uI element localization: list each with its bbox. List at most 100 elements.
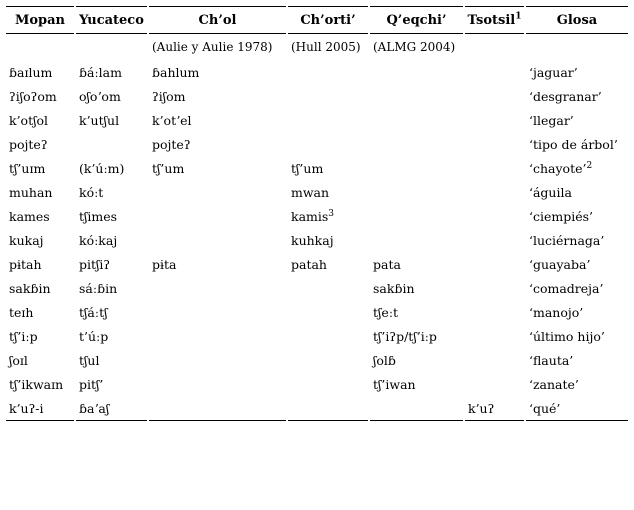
table-cell: mwan (288, 180, 368, 204)
source-cell: (Hull 2005) (291, 40, 361, 54)
sources-row: (Aulie y Aulie 1978) (Hull 2005) (ALMG 2… (6, 34, 628, 60)
table-cell: kóːt (76, 180, 147, 204)
footnote-marker: 3 (328, 208, 335, 219)
table-cell (465, 180, 524, 204)
cell-text: pata (373, 256, 401, 272)
cell-text: ‘flauta’ (529, 352, 574, 368)
table-cell: ‘zanate’ (526, 372, 628, 396)
table-row: tʃ’iːp t’úːp tʃ’iʔp/tʃ’iːp ‘último hijo’ (6, 324, 628, 348)
cell-text: mwan (291, 184, 330, 200)
table-cell: kamis3 (288, 204, 368, 228)
cognates-table: Mopan Yucateco Ch’ol Ch’orti’ Q’eqchi’ T… (4, 6, 630, 421)
table-row: k’uʔ-i ɓaʼaʃ k’uʔ ‘qué’ (6, 396, 628, 421)
table-cell: teɪh (6, 300, 74, 324)
table-cell: kukaj (6, 228, 74, 252)
table-cell: ‘qué’ (526, 396, 628, 421)
table-cell (370, 396, 463, 421)
cell-text: k’utʃul (79, 112, 120, 128)
table-cell (465, 228, 524, 252)
cell-text: ‘último hijo’ (529, 328, 605, 344)
cell-text: tʃ’iwan (373, 376, 416, 392)
cell-text: k’uʔ (468, 400, 495, 416)
cell-text: ‘desgranar’ (529, 88, 602, 104)
table-cell: pitʃ’ (76, 372, 147, 396)
table-cell: ʃoɪl (6, 348, 74, 372)
source-cell (6, 34, 74, 60)
col-header-glosa: Glosa (526, 6, 628, 34)
table-cell: tʃ’um (149, 156, 286, 180)
table-cell (465, 60, 524, 84)
table-cell (465, 324, 524, 348)
cell-text: kukaj (9, 232, 44, 248)
table-cell (370, 132, 463, 156)
cell-text: sakɓin (9, 280, 51, 296)
table-cell: ʔiʃom (149, 84, 286, 108)
table-row: sakɓin sáːɓin sakɓin ‘comadreja’ (6, 276, 628, 300)
table-row: tʃ’ikwaɪn pitʃ’ tʃ’iwan ‘zanate’ (6, 372, 628, 396)
cell-text: tʃeːt (373, 304, 399, 320)
table-cell: pɨta (149, 252, 286, 276)
table-cell (288, 396, 368, 421)
table-cell: ‘chayote’2 (526, 156, 628, 180)
table-cell: kóːkaj (76, 228, 147, 252)
table-cell: ɓaʼaʃ (76, 396, 147, 421)
header-row: Mopan Yucateco Ch’ol Ch’orti’ Q’eqchi’ T… (6, 6, 628, 34)
table-row: pɨtah pitʃiʔ pɨta patah pata ‘guayaba’ (6, 252, 628, 276)
cell-text: kamis (291, 208, 329, 224)
table-cell (288, 132, 368, 156)
cell-text: ‘luciérnaga’ (529, 232, 605, 248)
table-cell: ɓaɪlum (6, 60, 74, 84)
table-cell (370, 108, 463, 132)
cell-text: ‘guayaba’ (529, 256, 591, 272)
table-cell: sakɓin (370, 276, 463, 300)
table-cell: pojteʔ (149, 132, 286, 156)
table-cell: ʃolɓ (370, 348, 463, 372)
table-cell: ‘flauta’ (526, 348, 628, 372)
table-cell (149, 204, 286, 228)
cell-text: kóːt (79, 184, 104, 200)
table-row: tʃ’uɪm (k’úːm) tʃ’um tʃ’um ‘chayote’2 (6, 156, 628, 180)
table-cell (149, 324, 286, 348)
table-cell: ‘último hijo’ (526, 324, 628, 348)
cell-text: ‘manojo’ (529, 304, 584, 320)
table-cell: ɓáːlam (76, 60, 147, 84)
table-cell: sakɓin (6, 276, 74, 300)
table-cell: muhan (6, 180, 74, 204)
table-cell: pata (370, 252, 463, 276)
cell-text: ‘jaguar’ (529, 64, 578, 80)
table-cell: pɨtah (6, 252, 74, 276)
cell-text: (k’úːm) (79, 160, 125, 176)
cell-text: tʃ’iʔp/tʃ’iːp (373, 328, 437, 344)
table-cell: ‘manojo’ (526, 300, 628, 324)
source-cell (76, 34, 147, 60)
cell-text: kuhkaj (291, 232, 334, 248)
cell-text: ‘zanate’ (529, 376, 579, 392)
cell-text: sáːɓin (79, 280, 118, 296)
table-cell (288, 84, 368, 108)
table-cell (465, 204, 524, 228)
col-header-chol: Ch’ol (149, 6, 286, 34)
cell-text: ɓaɪlum (9, 64, 53, 80)
table-cell (465, 276, 524, 300)
cell-text: pɨta (152, 256, 177, 272)
table-cell (465, 372, 524, 396)
cell-text: ‘tipo de árbol’ (529, 136, 618, 152)
table-cell: kuhkaj (288, 228, 368, 252)
cell-text: ʃoɪl (9, 352, 28, 368)
cell-text: ʔiʃoʔom (9, 88, 57, 104)
table-cell: ‘jaguar’ (526, 60, 628, 84)
table-cell: pojteʔ (6, 132, 74, 156)
table-cell (465, 156, 524, 180)
cell-text: tʃul (79, 352, 100, 368)
table-cell: k’otʃol (6, 108, 74, 132)
cell-text: ‘águila (529, 184, 572, 200)
table-cell: tʃ’iːp (6, 324, 74, 348)
table-row: ʃoɪl tʃul ʃolɓ ‘flauta’ (6, 348, 628, 372)
cell-text: oʃoʼom (79, 88, 121, 104)
table-cell (465, 348, 524, 372)
cell-text: ɓaʼaʃ (79, 400, 110, 416)
cell-text: tʃ’um (152, 160, 185, 176)
table-cell: ɓahlum (149, 60, 286, 84)
table-cell: k’utʃul (76, 108, 147, 132)
table-cell: tʃ’uɪm (6, 156, 74, 180)
